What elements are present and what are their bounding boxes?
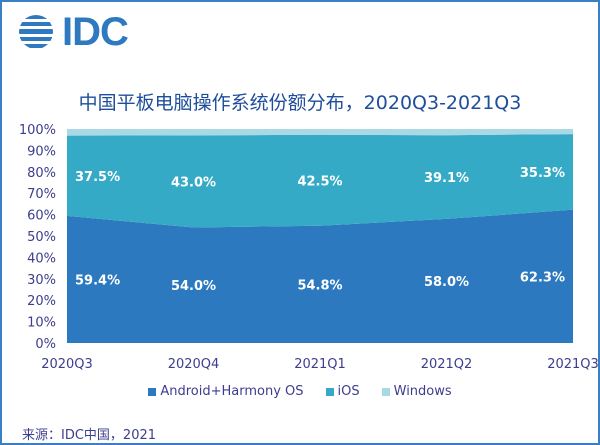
- x-tick-label: 2020Q3: [41, 357, 93, 372]
- logo-text: IDC: [62, 10, 129, 54]
- area-ios: [67, 134, 573, 228]
- y-tick-label: 10%: [27, 316, 56, 331]
- legend-item-windows: Windows: [381, 384, 452, 399]
- y-tick-label: 30%: [27, 273, 56, 288]
- area-android: [67, 209, 573, 343]
- y-tick-label: 80%: [27, 166, 56, 181]
- data-label-android: 58.0%: [424, 275, 469, 290]
- legend-label: Windows: [393, 384, 452, 399]
- source-note: 来源：IDC中国，2021: [22, 428, 157, 443]
- legend-item-ios: iOS: [325, 384, 360, 399]
- y-tick-label: 50%: [27, 230, 56, 245]
- legend-label: Android+Harmony OS: [160, 384, 304, 399]
- y-tick-label: 0%: [35, 337, 56, 352]
- y-tick-label: 40%: [27, 251, 56, 266]
- data-label-ios: 35.3%: [520, 166, 565, 181]
- data-label-android: 59.4%: [75, 273, 120, 288]
- y-tick-label: 100%: [19, 123, 56, 138]
- data-label-ios: 43.0%: [171, 175, 216, 190]
- x-tick-label: 2021Q3: [547, 357, 599, 372]
- data-label-android: 54.0%: [171, 279, 216, 294]
- y-tick-label: 20%: [27, 294, 56, 309]
- x-tick-label: 2021Q1: [294, 357, 346, 372]
- legend-label: iOS: [337, 384, 360, 399]
- legend-swatch-android: [148, 387, 157, 396]
- y-tick-label: 90%: [27, 144, 56, 159]
- legend-swatch-windows: [381, 387, 390, 396]
- data-label-android: 62.3%: [520, 270, 565, 285]
- chart-title: 中国平板电脑操作系统份额分布，2020Q3-2021Q3: [78, 92, 522, 114]
- data-label-ios: 37.5%: [75, 170, 120, 185]
- legend-swatch-ios: [325, 387, 334, 396]
- y-tick-label: 70%: [27, 187, 56, 202]
- x-tick-label: 2021Q2: [421, 357, 473, 372]
- area-windows: [67, 129, 573, 136]
- data-label-ios: 42.5%: [297, 174, 342, 189]
- idc-logo: IDC: [16, 10, 129, 54]
- x-tick-label: 2020Q4: [168, 357, 220, 372]
- legend: Android+Harmony OS iOS Windows: [0, 384, 600, 399]
- globe-icon: [19, 15, 53, 48]
- legend-item-android: Android+Harmony OS: [148, 384, 304, 399]
- data-label-android: 54.8%: [297, 278, 342, 293]
- y-tick-label: 60%: [27, 209, 56, 224]
- data-label-ios: 39.1%: [424, 171, 469, 186]
